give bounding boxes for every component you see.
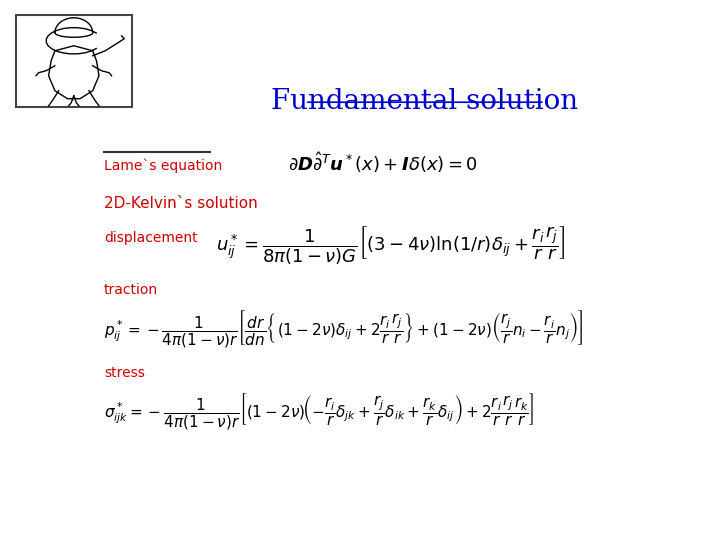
Text: 2D-Kelvin`s solution: 2D-Kelvin`s solution [104,196,258,211]
Text: traction: traction [104,283,158,297]
Text: $\sigma_{ijk}^* = -\dfrac{1}{4\pi(1-\nu)r}\left[(1-2\nu)\!\left(-\dfrac{r_i}{r}\: $\sigma_{ijk}^* = -\dfrac{1}{4\pi(1-\nu)… [104,391,534,431]
Text: Fundamental solution: Fundamental solution [271,87,578,114]
Text: $u_{ij}^* = \dfrac{1}{8\pi(1-\nu)G}\left[(3-4\nu)\ln(1/r)\delta_{ij} + \dfrac{r_: $u_{ij}^* = \dfrac{1}{8\pi(1-\nu)G}\left… [215,225,565,267]
Text: Lame`s equation: Lame`s equation [104,158,222,173]
Text: displacement: displacement [104,231,197,245]
Text: $\partial \boldsymbol{D}\hat{\partial}^T \boldsymbol{u}^*(x) + \boldsymbol{I}\de: $\partial \boldsymbol{D}\hat{\partial}^T… [288,150,478,175]
Text: $p_{ij}^* = -\dfrac{1}{4\pi(1-\nu)r}\left[\dfrac{dr}{dn}\left\{(1-2\nu)\delta_{i: $p_{ij}^* = -\dfrac{1}{4\pi(1-\nu)r}\lef… [104,308,584,349]
Text: stress: stress [104,366,145,380]
